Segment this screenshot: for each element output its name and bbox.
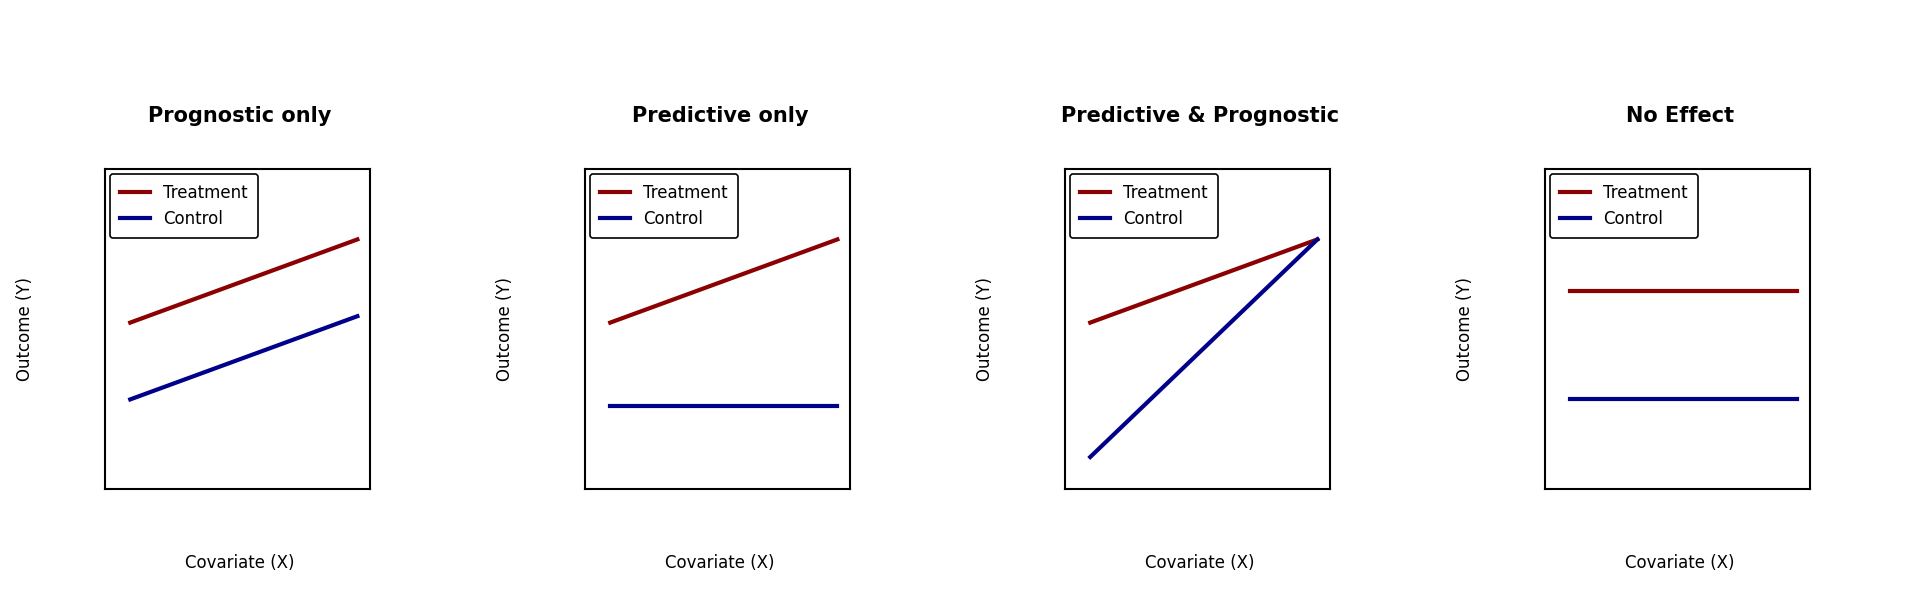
Legend: Treatment, Control: Treatment, Control: [109, 174, 257, 238]
Text: Covariate (X): Covariate (X): [184, 554, 296, 572]
Text: Covariate (X): Covariate (X): [1624, 554, 1736, 572]
Text: Predictive & Prognostic: Predictive & Prognostic: [1062, 106, 1338, 126]
Legend: Treatment, Control: Treatment, Control: [589, 174, 737, 238]
Text: Covariate (X): Covariate (X): [1144, 554, 1256, 572]
Text: Prognostic only: Prognostic only: [148, 106, 332, 126]
Text: Outcome (Y): Outcome (Y): [1455, 277, 1475, 381]
Legend: Treatment, Control: Treatment, Control: [1069, 174, 1217, 238]
Text: Outcome (Y): Outcome (Y): [495, 277, 515, 381]
Text: Predictive only: Predictive only: [632, 106, 808, 126]
Text: Outcome (Y): Outcome (Y): [975, 277, 995, 381]
Text: Covariate (X): Covariate (X): [664, 554, 776, 572]
Text: Outcome (Y): Outcome (Y): [15, 277, 35, 381]
Legend: Treatment, Control: Treatment, Control: [1549, 174, 1697, 238]
Text: No Effect: No Effect: [1626, 106, 1734, 126]
